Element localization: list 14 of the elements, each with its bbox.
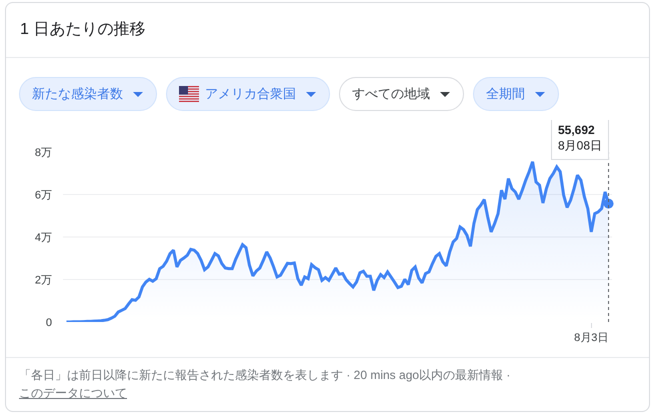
dropdown-button: アメリカ合衆国 [166,77,330,111]
dropdown-button: 全期間 [473,77,559,111]
chart-title: 1 日あたりの推移 [20,20,146,40]
dropdown-button: すべての地域 [339,77,464,111]
y-tick-label: 8万 [34,146,52,159]
annotation: 55,692 8月08日 [558,123,602,153]
x-tick-label: 8月3日 [574,332,608,344]
y-tick-label: 0 [46,316,52,329]
dropdown-button: 新たな感染者数 [19,77,157,111]
y-tick-label: 6万 [34,189,52,202]
text: 「各日」は前日以降に新たに報告された感染者数を表します · 20 mins ago以内の最新情報 · [19,368,510,382]
text: このデータについて [19,386,127,400]
y-tick-label: 2万 [34,274,52,286]
y-tick-label: 4万 [34,232,52,244]
